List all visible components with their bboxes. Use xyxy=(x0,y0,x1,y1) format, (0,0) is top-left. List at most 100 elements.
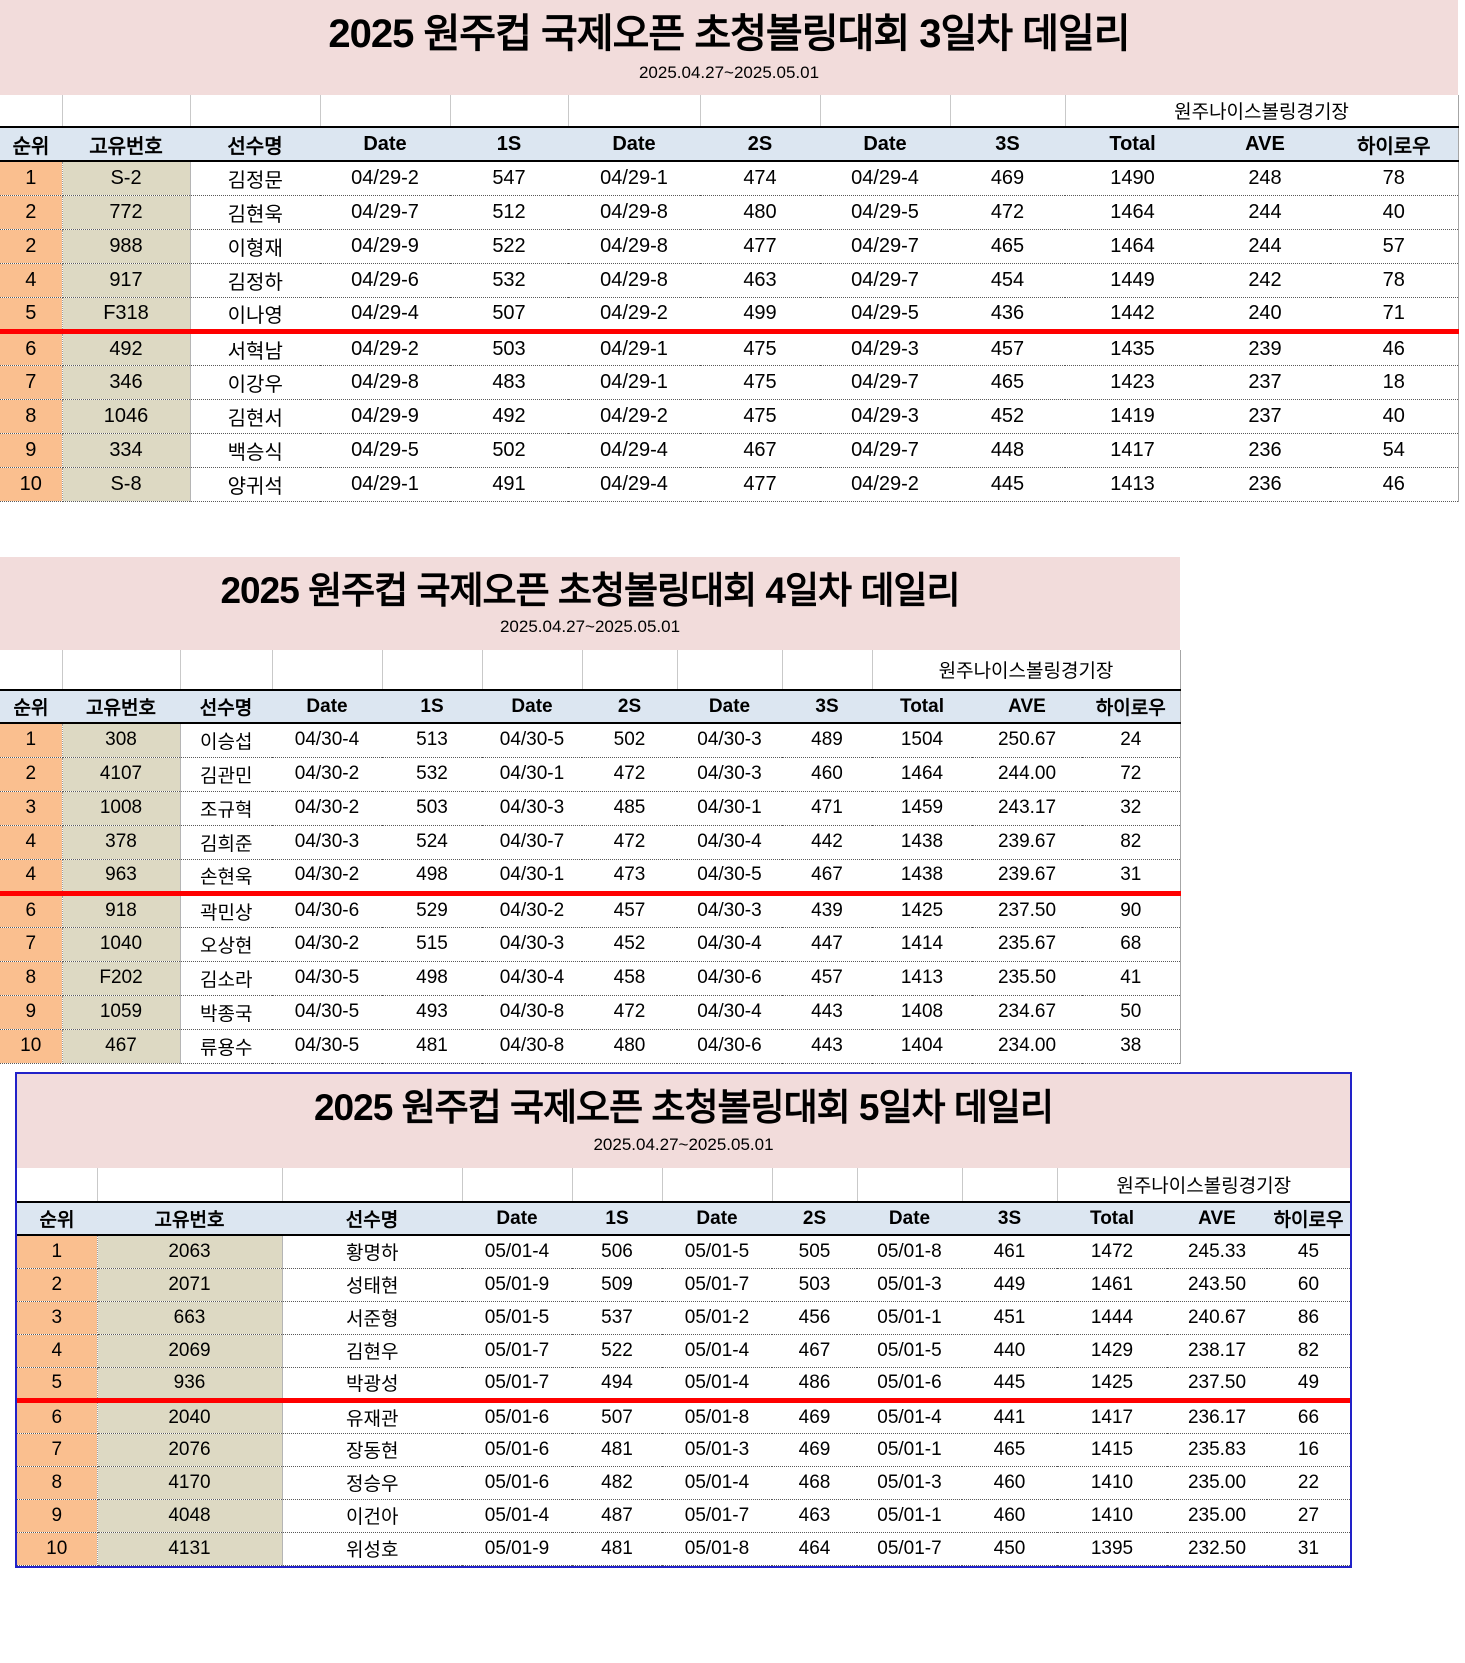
cell-s3: 454 xyxy=(950,263,1065,298)
cell-ave: 236 xyxy=(1200,467,1330,502)
cell-s2: 472 xyxy=(582,757,677,792)
cell-total: 1415 xyxy=(1057,1433,1167,1467)
cell-s3: 460 xyxy=(782,757,872,792)
cell-id: 4107 xyxy=(62,757,181,792)
cell-date2: 05/01-4 xyxy=(662,1466,772,1500)
cell-date2: 04/30-7 xyxy=(482,825,582,860)
cell-name: 김현서 xyxy=(190,399,320,434)
cell-date3: 05/01-1 xyxy=(857,1433,962,1467)
cell-s3: 472 xyxy=(950,195,1065,230)
column-header-rank: 순위 xyxy=(17,1201,97,1236)
cell-rank: 7 xyxy=(0,927,63,962)
venue-spacer xyxy=(677,650,783,690)
cell-rank: 4 xyxy=(17,1334,98,1368)
cell-hilow: 24 xyxy=(1082,723,1181,758)
venue-spacer xyxy=(582,650,678,690)
venue-spacer xyxy=(572,1168,663,1202)
cell-s1: 498 xyxy=(382,961,482,996)
venue-spacer xyxy=(962,1168,1058,1202)
cell-s1: 498 xyxy=(382,859,482,896)
cell-s2: 486 xyxy=(772,1367,857,1403)
cell-date1: 04/29-5 xyxy=(320,433,450,468)
cell-name: 서혁남 xyxy=(190,331,320,366)
column-header-s2: 2S xyxy=(772,1201,857,1236)
cell-s1: 483 xyxy=(450,365,568,400)
cell-ave: 234.00 xyxy=(972,1029,1082,1064)
table-row: 9 1059 박종국 04/30-5 493 04/30-8 472 04/30-4 443 14… xyxy=(0,995,1181,1030)
cell-total: 1408 xyxy=(872,995,972,1030)
cell-s3: 489 xyxy=(782,723,872,758)
cell-s3: 465 xyxy=(950,229,1065,264)
cell-s2: 458 xyxy=(582,961,677,996)
cell-s1: 509 xyxy=(572,1268,662,1302)
cell-ave: 236.17 xyxy=(1167,1400,1267,1434)
cell-date3: 04/29-7 xyxy=(820,229,950,264)
cell-s3: 443 xyxy=(782,995,872,1030)
cell-date1: 04/29-9 xyxy=(320,399,450,434)
cell-id: 1008 xyxy=(62,791,181,826)
cell-date3: 05/01-3 xyxy=(857,1466,962,1500)
cell-s1: 481 xyxy=(572,1532,662,1566)
cell-hilow: 40 xyxy=(1330,399,1459,434)
cell-name: 김정문 xyxy=(190,161,320,196)
cell-rank: 4 xyxy=(0,263,63,298)
cell-id: 917 xyxy=(62,263,191,298)
cell-id: S-2 xyxy=(62,161,191,196)
cell-s3: 440 xyxy=(962,1334,1057,1368)
cell-s1: 494 xyxy=(572,1367,662,1403)
cell-total: 1438 xyxy=(872,825,972,860)
day4-title: 2025 원주컵 국제오픈 초청볼링대회 4일차 데일리 xyxy=(220,569,960,611)
cell-hilow: 68 xyxy=(1082,927,1181,962)
cell-rank: 7 xyxy=(0,365,63,400)
cell-s3: 452 xyxy=(950,399,1065,434)
cell-s1: 492 xyxy=(450,399,568,434)
cell-s2: 463 xyxy=(700,263,820,298)
column-header-hilow: 하이로우 xyxy=(1082,689,1181,724)
table-row: 4 378 김희준 04/30-3 524 04/30-7 472 04/30-4 442 143… xyxy=(0,825,1181,860)
cell-ave: 235.83 xyxy=(1167,1433,1267,1467)
column-header-date3: Date xyxy=(677,689,782,724)
venue-row: 원주나이스볼링경기장 xyxy=(0,95,1459,127)
cell-s2: 477 xyxy=(700,467,820,502)
cell-hilow: 40 xyxy=(1330,195,1459,230)
cell-date3: 05/01-1 xyxy=(857,1499,962,1533)
cell-rank: 4 xyxy=(0,859,63,896)
cell-date2: 04/30-5 xyxy=(482,723,582,758)
cell-hilow: 78 xyxy=(1330,263,1459,298)
cell-s2: 499 xyxy=(700,297,820,334)
cell-date2: 04/30-1 xyxy=(482,757,582,792)
cell-id: 2069 xyxy=(97,1334,283,1368)
cell-s2: 472 xyxy=(582,995,677,1030)
venue-spacer xyxy=(0,650,63,690)
cell-name: 장동현 xyxy=(282,1433,462,1467)
cell-id: 346 xyxy=(62,365,191,400)
cell-ave: 232.50 xyxy=(1167,1532,1267,1566)
cell-hilow: 82 xyxy=(1082,825,1181,860)
day3-title: 2025 원주컵 국제오픈 초청볼링대회 3일차 데일리 xyxy=(328,12,1130,57)
cell-date2: 04/30-1 xyxy=(482,859,582,896)
cell-id: 663 xyxy=(97,1301,283,1335)
cell-ave: 245.33 xyxy=(1167,1235,1267,1269)
table-row: 4 963 손현욱 04/30-2 498 04/30-1 473 04/30-5 467 143… xyxy=(0,859,1181,896)
cell-rank: 6 xyxy=(0,893,63,928)
cell-name: 조규혁 xyxy=(180,791,272,826)
cell-rank: 2 xyxy=(0,757,63,792)
column-header-date3: Date xyxy=(857,1201,962,1236)
cell-s2: 505 xyxy=(772,1235,857,1269)
table-row: 2 988 이형재 04/29-9 522 04/29-8 477 04/29-7 465 146… xyxy=(0,229,1459,264)
cell-s2: 474 xyxy=(700,161,820,196)
cell-s2: 480 xyxy=(582,1029,677,1064)
cell-date1: 04/30-6 xyxy=(272,893,382,928)
cell-date2: 05/01-5 xyxy=(662,1235,772,1269)
cell-name: 박광성 xyxy=(282,1367,462,1403)
cell-s1: 481 xyxy=(572,1433,662,1467)
cell-s2: 473 xyxy=(582,859,677,896)
cell-id: 334 xyxy=(62,433,191,468)
table-row: 6 492 서혁남 04/29-2 503 04/29-1 475 04/29-3 457 143… xyxy=(0,331,1459,366)
cell-date1: 04/30-2 xyxy=(272,859,382,896)
table-row: 7 1040 오상현 04/30-2 515 04/30-3 452 04/30-4 447 14… xyxy=(0,927,1181,962)
cell-date2: 05/01-8 xyxy=(662,1400,772,1434)
cell-date2: 05/01-4 xyxy=(662,1367,772,1403)
cell-s1: 491 xyxy=(450,467,568,502)
cell-id: 936 xyxy=(97,1367,283,1403)
